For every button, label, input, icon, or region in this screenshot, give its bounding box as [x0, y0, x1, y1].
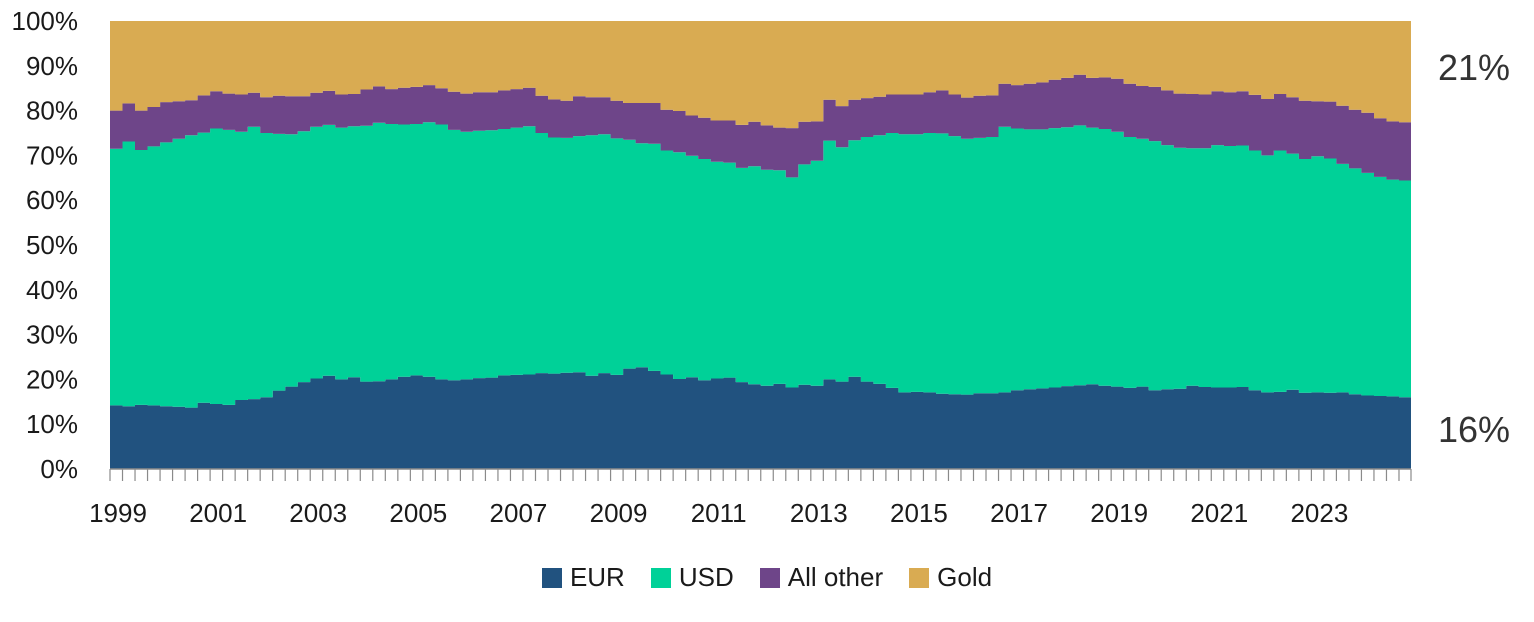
x-tick-label: 2015: [890, 498, 948, 528]
y-tick-label: 70%: [26, 140, 78, 170]
x-tick-label: 1999: [89, 498, 147, 528]
legend-item-eur: EUR: [541, 562, 625, 593]
x-tick-label: 2009: [590, 498, 648, 528]
legend-item-gold: Gold: [909, 562, 992, 593]
legend-item-usd: USD: [650, 562, 734, 593]
legend-swatch: [909, 567, 930, 588]
y-tick-label: 90%: [26, 51, 78, 81]
x-tick-label: 2021: [1190, 498, 1248, 528]
legend-label: EUR: [569, 562, 625, 592]
x-tick-label: 2013: [790, 498, 848, 528]
legend-label: USD: [678, 562, 734, 592]
y-tick-label: 10%: [26, 409, 78, 439]
y-axis: 0% 10% 20% 30% 40% 50% 60% 70% 80% 90% 100%: [12, 6, 79, 484]
y-tick-label: 20%: [26, 364, 78, 394]
y-tick-label: 40%: [26, 275, 78, 305]
y-tick-label: 0%: [40, 454, 78, 484]
series-band-all-other: [110, 74, 1411, 181]
y-tick-label: 50%: [26, 230, 78, 260]
end-label-gold: 21%: [1438, 47, 1510, 88]
x-tick-label: 2019: [1090, 498, 1148, 528]
x-tick-label: 2023: [1290, 498, 1348, 528]
legend-item-all-other: All other: [759, 562, 884, 593]
y-tick-label: 80%: [26, 96, 78, 126]
x-axis: 1999 2001 2003 2005 2007 2009 2011 2013 2015 2017…: [89, 468, 1412, 528]
legend-label: All other: [787, 562, 884, 592]
end-label-eur: 16%: [1438, 409, 1510, 450]
x-tick-label: 2007: [490, 498, 548, 528]
legend-label: Gold: [937, 562, 993, 592]
x-tick-label: 2003: [289, 498, 347, 528]
legend-swatch: [541, 567, 562, 588]
legend: EUR USD All other Gold: [0, 562, 1534, 593]
x-tick-label: 2005: [389, 498, 447, 528]
y-tick-label: 100%: [12, 6, 79, 36]
series-band-gold: [110, 21, 1411, 129]
y-tick-label: 30%: [26, 320, 78, 350]
x-tick-label: 2011: [691, 498, 747, 528]
x-tick-label: 2001: [189, 498, 247, 528]
legend-swatch: [650, 567, 671, 588]
series-band-usd: [110, 122, 1411, 408]
legend-swatch: [759, 567, 780, 588]
y-tick-label: 60%: [26, 185, 78, 215]
x-tick-label: 2017: [990, 498, 1048, 528]
series-band-eur: [110, 367, 1411, 469]
plot-area: [110, 21, 1411, 469]
